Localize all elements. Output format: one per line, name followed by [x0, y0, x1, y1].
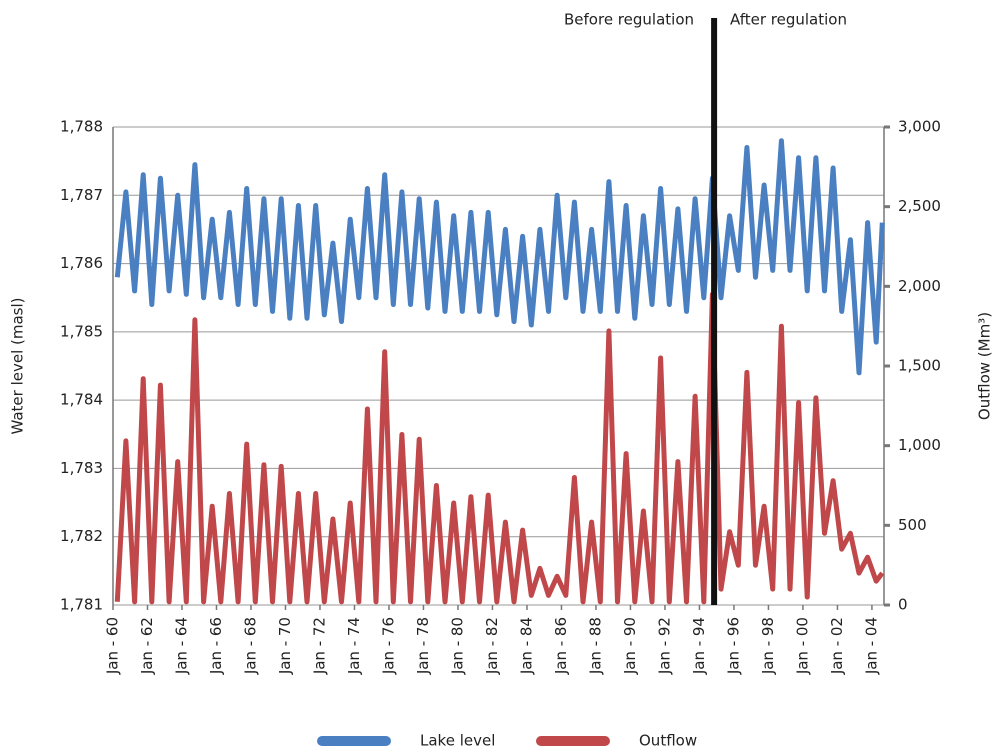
y-tick-label: 1,782: [60, 527, 103, 545]
x-tick-label: Jan - 88: [586, 617, 604, 675]
x-tick-label: Jan - 70: [276, 617, 294, 675]
x-tick-label: Jan - 62: [138, 617, 156, 675]
x-tick-label: Jan - 90: [621, 617, 639, 675]
x-tick-label: Jan - 66: [207, 617, 225, 675]
x-tick-label: Jan - 00: [793, 617, 811, 675]
x-tick-label: Jan - 84: [517, 617, 535, 675]
y2-tick-label: 2,000: [898, 277, 941, 295]
y2-tick-label: 1,500: [898, 357, 941, 375]
y-tick-label: 1,787: [60, 186, 103, 204]
annotation: Before regulation: [564, 11, 694, 29]
x-tick-label: Jan - 74: [345, 617, 363, 675]
series-line: [114, 138, 885, 376]
y-tick-label: 1,785: [60, 322, 103, 340]
y2-tick-label: 500: [898, 516, 927, 534]
legend-label: Lake level: [420, 732, 495, 750]
x-tick-label: Jan - 76: [379, 617, 397, 675]
y2-tick-label: 1,000: [898, 436, 941, 454]
x-tick-label: Jan - 80: [448, 617, 466, 675]
x-tick-label: Jan - 96: [724, 617, 742, 675]
y2-axis-title: Outflow (Mm³): [976, 312, 994, 420]
y-tick-label: 1,786: [60, 254, 103, 272]
x-tick-label: Jan - 94: [690, 617, 708, 675]
x-tick-label: Jan - 60: [104, 617, 122, 675]
x-tick-label: Jan - 86: [552, 617, 570, 675]
x-tick-label: Jan - 78: [414, 617, 432, 675]
x-tick-label: Jan - 04: [862, 617, 880, 675]
y2-tick-label: 2,500: [898, 197, 941, 215]
y-tick-label: 1,784: [60, 391, 103, 409]
x-tick-label: Jan - 72: [310, 617, 328, 675]
y2-tick-label: 3,000: [898, 118, 941, 136]
x-tick-label: Jan - 02: [828, 617, 846, 675]
y-axis-title: Water level (masl): [9, 297, 27, 434]
y-tick-label: 1,788: [60, 118, 103, 136]
x-tick-label: Jan - 92: [655, 617, 673, 675]
y-tick-label: 1,783: [60, 459, 103, 477]
series-line: [114, 291, 885, 605]
y2-tick-label: 0: [898, 596, 908, 614]
x-tick-label: Jan - 64: [172, 617, 190, 675]
x-tick-label: Jan - 98: [759, 617, 777, 675]
x-tick-label: Jan - 68: [241, 617, 259, 675]
y-tick-label: 1,781: [60, 596, 103, 614]
annotation: After regulation: [730, 11, 847, 29]
x-tick-label: Jan - 82: [483, 617, 501, 675]
legend-label: Outflow: [639, 732, 697, 750]
